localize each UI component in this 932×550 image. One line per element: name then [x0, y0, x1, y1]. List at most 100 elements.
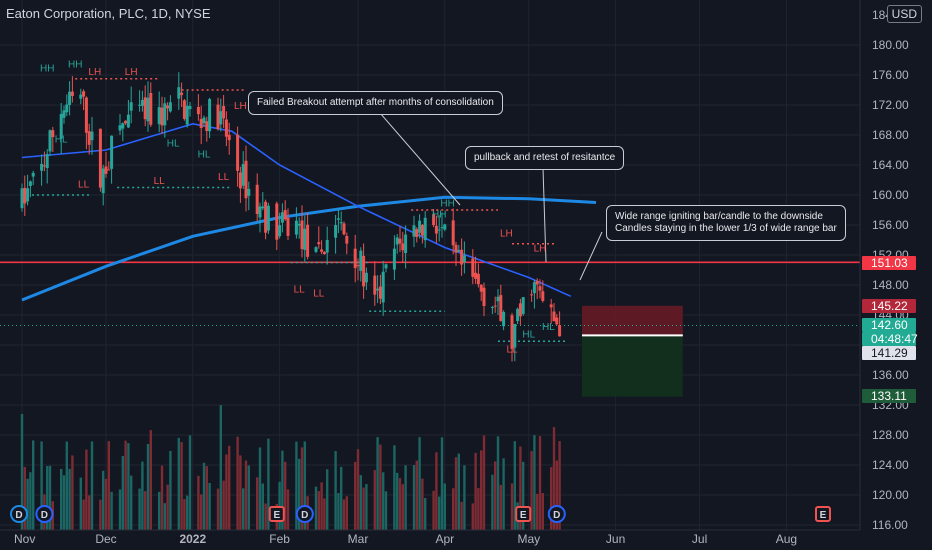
price-label-text: 145.22 — [871, 299, 908, 313]
candle — [356, 258, 360, 281]
candle — [163, 97, 167, 138]
candle-body — [454, 244, 458, 253]
candle-body — [418, 220, 422, 233]
candle-body — [143, 97, 147, 120]
candle-body — [79, 94, 83, 99]
candle-body — [185, 105, 189, 125]
time-tick-label: Jul — [692, 532, 707, 546]
swing-label: HL — [542, 322, 555, 333]
time-tick-label: Aug — [776, 532, 797, 546]
price-tick-label: 180.00 — [872, 38, 909, 52]
candle — [294, 207, 298, 239]
candle — [440, 212, 444, 238]
candle-body — [440, 227, 444, 229]
stop-loss-zone — [582, 305, 683, 336]
candle — [258, 202, 262, 233]
candle-body — [443, 224, 447, 230]
price-tick-label: 148.00 — [872, 278, 909, 292]
price-tick-label: 116.00 — [872, 518, 908, 532]
candle — [280, 203, 284, 233]
candle-body — [434, 225, 438, 234]
volume-bar — [345, 496, 348, 530]
candle — [222, 95, 226, 128]
candle-body — [42, 165, 46, 167]
candle-body — [110, 135, 114, 169]
volume-bar — [104, 478, 108, 530]
volume-bar — [432, 490, 435, 530]
price-tick-label: 164.00 — [872, 158, 909, 172]
candle — [339, 211, 343, 231]
price-label: 145.22 — [862, 299, 916, 313]
candle-body — [395, 237, 399, 245]
earnings-marker-icon[interactable]: E — [268, 506, 285, 522]
volume-bar — [412, 465, 416, 530]
candle-body — [222, 105, 226, 119]
candle — [68, 81, 72, 116]
candle — [168, 95, 172, 113]
volume-bar — [440, 437, 444, 530]
candle — [124, 120, 128, 126]
candle — [118, 114, 122, 135]
candle — [317, 226, 321, 249]
price-tick-label: 128.00 — [872, 428, 909, 442]
volume-bar — [149, 430, 152, 530]
earnings-marker-icon[interactable]: E — [515, 506, 532, 522]
candle — [325, 226, 329, 265]
volume-bar — [421, 478, 424, 530]
price-axis: 180.00 176.00 172.00 168.00 164.00 160.00 156.… — [859, 0, 932, 550]
callout-pointers — [379, 112, 603, 281]
candle-body — [280, 212, 284, 223]
candle — [42, 151, 46, 172]
candle — [320, 240, 324, 255]
candle-body — [401, 243, 405, 251]
dividend-marker-icon[interactable]: D — [35, 505, 54, 523]
candle — [306, 212, 310, 260]
candle — [283, 200, 287, 221]
candle-body — [48, 130, 52, 152]
marker-shape — [815, 506, 831, 522]
candle — [180, 82, 184, 108]
dividend-marker-icon[interactable]: D — [547, 505, 566, 523]
volume-bar — [29, 472, 32, 530]
callout-line-1: Wide range igniting bar/candle to the do… — [615, 211, 823, 222]
dividend-marker-icon[interactable]: D — [295, 505, 314, 523]
candle-body — [490, 307, 494, 309]
volume-bar — [68, 468, 71, 530]
candle-body — [420, 224, 424, 236]
candle-body — [157, 107, 161, 125]
candle-body — [126, 114, 130, 128]
candle-body — [552, 311, 556, 322]
candle-body — [499, 295, 503, 321]
volume-bar — [354, 461, 357, 530]
candle-body — [297, 223, 301, 226]
candle — [79, 88, 83, 105]
earnings-marker-icon[interactable]: E — [815, 506, 831, 522]
marker-shape — [10, 505, 28, 523]
candle-body — [180, 92, 184, 96]
volume-bar — [166, 484, 169, 530]
volume-bar — [396, 472, 399, 530]
candle — [418, 214, 422, 239]
candle — [107, 161, 111, 171]
candle — [297, 217, 301, 239]
volume-bar — [471, 503, 474, 530]
dividend-marker-icon[interactable]: D — [10, 505, 28, 523]
candle-body — [479, 284, 483, 292]
marker-letter: D — [553, 510, 560, 521]
candle — [185, 90, 189, 128]
candle — [26, 174, 30, 206]
candle — [378, 274, 382, 305]
candle — [51, 127, 55, 153]
swing-label: LH — [234, 101, 247, 112]
candle-body — [283, 210, 287, 220]
volume-bar — [62, 475, 66, 530]
candle-body — [303, 228, 307, 250]
currency-badge[interactable]: USD — [886, 5, 922, 23]
candle — [264, 199, 268, 240]
volume-bar — [317, 491, 320, 530]
volume-bar — [216, 488, 220, 530]
candle — [101, 164, 105, 206]
candle-body — [20, 188, 24, 209]
time-tick-label: Jun — [606, 532, 625, 546]
